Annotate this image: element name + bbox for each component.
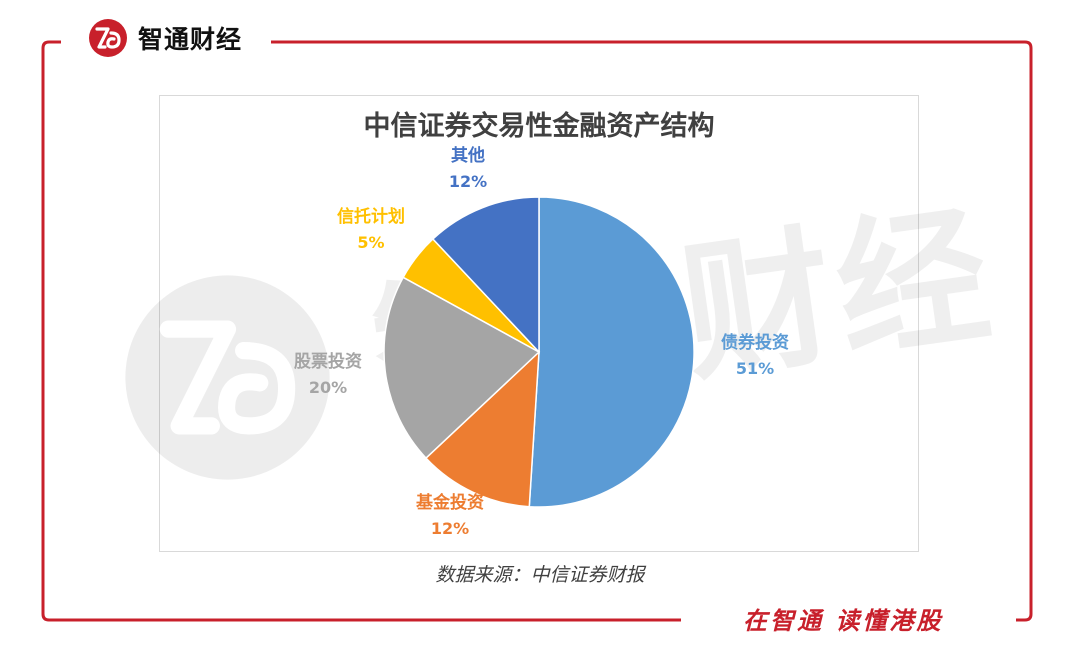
chart-panel — [159, 95, 919, 552]
pie-slice — [431, 196, 540, 354]
chart-title: 中信证券交易性金融资产结构 — [363, 111, 715, 142]
slice-label: 债券投资 — [721, 332, 789, 353]
slice-value-label: 12% — [431, 519, 469, 538]
slice-value-label: 51% — [736, 359, 774, 378]
brand-header: 智通财经 — [88, 18, 253, 58]
pie-slice — [528, 196, 695, 508]
brand-name: 智通财经 — [138, 25, 243, 54]
slogan: 在智通 读懂港股 — [733, 601, 954, 636]
slice-value-label: 12% — [449, 172, 487, 191]
slice-label: 信托计划 — [337, 206, 405, 227]
brand-logo-icon — [89, 19, 127, 57]
slice-value-label: 5% — [357, 233, 384, 252]
slice-label: 基金投资 — [415, 492, 484, 513]
slice-label: 股票投资 — [294, 351, 362, 372]
data-source: 数据来源：中信证券财报 — [435, 564, 645, 586]
slice-value-label: 20% — [309, 378, 347, 397]
pie-slice — [383, 276, 541, 460]
pie-slice — [424, 350, 540, 508]
red-frame — [41, 40, 1033, 622]
slice-label: 其他 — [451, 145, 485, 166]
